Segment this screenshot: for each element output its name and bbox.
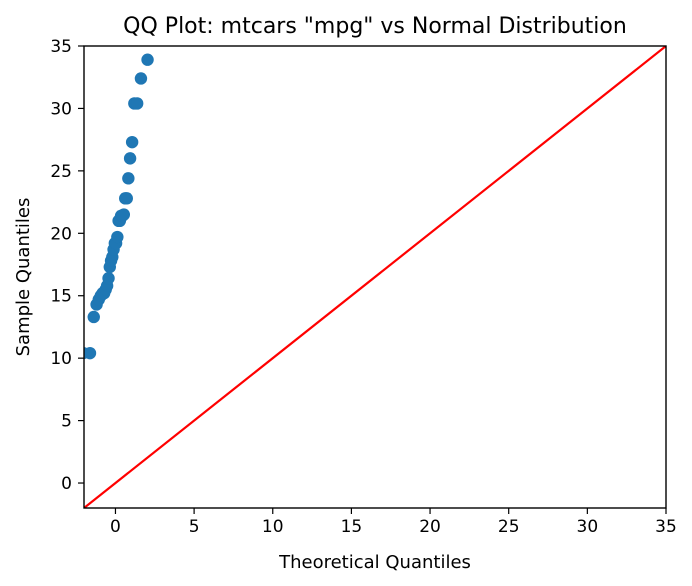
x-tick-label: 5 xyxy=(189,517,200,537)
data-point xyxy=(130,97,144,110)
x-axis: 0 5 10 15 20 25 30 35 xyxy=(110,508,677,537)
x-tick-label: 10 xyxy=(262,517,284,537)
y-axis: 0 5 10 15 20 25 30 35 xyxy=(50,37,84,494)
data-point xyxy=(117,208,130,221)
chart-title: QQ Plot: mtcars "mpg" vs Normal Distribu… xyxy=(123,14,627,39)
x-tick-label: 20 xyxy=(419,517,441,537)
data-point xyxy=(120,192,133,205)
y-tick-label: 0 xyxy=(61,474,72,494)
data-point xyxy=(141,53,154,66)
data-point xyxy=(123,152,137,165)
data-point xyxy=(111,230,124,244)
x-tick-label: 35 xyxy=(655,517,677,537)
y-tick-label: 30 xyxy=(50,99,72,119)
data-point xyxy=(87,310,100,324)
y-tick-label: 35 xyxy=(50,37,72,57)
x-axis-label: Theoretical Quantiles xyxy=(278,552,471,573)
x-tick-label: 30 xyxy=(577,517,599,537)
data-point xyxy=(102,272,115,285)
x-tick-label: 15 xyxy=(341,517,363,537)
y-tick-label: 15 xyxy=(50,287,72,307)
y-tick-label: 20 xyxy=(50,224,72,244)
data-point xyxy=(84,346,97,360)
reference-line xyxy=(84,46,666,508)
y-tick-label: 5 xyxy=(61,412,72,432)
x-tick-label: 0 xyxy=(110,517,121,537)
data-point xyxy=(134,72,148,85)
y-axis-label: Sample Quantiles xyxy=(13,198,34,357)
plot-area xyxy=(83,45,667,509)
plot-frame xyxy=(83,45,667,509)
y-tick-label: 10 xyxy=(50,349,72,369)
x-tick-label: 25 xyxy=(498,517,520,537)
y-tick-label: 25 xyxy=(50,162,72,182)
data-point xyxy=(122,172,135,185)
data-point xyxy=(125,135,139,149)
